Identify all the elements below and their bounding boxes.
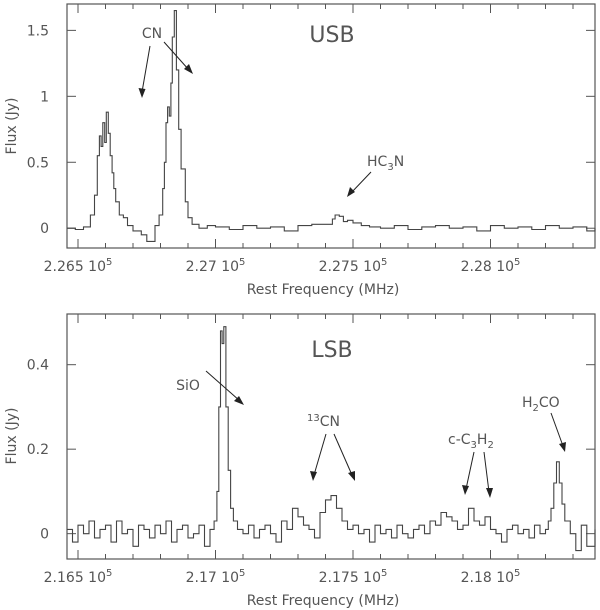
- usb-x-tick-label: 2.275 105: [319, 257, 388, 275]
- lsb-y-tick-label: 0.4: [27, 358, 49, 374]
- lsb-ticks: 2.165 105 2.17 105 2.175 105 2.18 105 0 0.2 0.…: [27, 314, 595, 586]
- annotation-13cn-arrow-left: [310, 433, 327, 481]
- lsb-y-axis-label: Flux (Jy): [4, 408, 20, 465]
- usb-ticks: 2.265 105 2.27 105 2.275 105 2.28 105 0 0.5 1 1…: [27, 4, 595, 275]
- usb-y-tick-label: 1.5: [27, 23, 49, 39]
- annotation-h2co-arrow: [550, 412, 566, 452]
- annotation-h2co: H2CO: [522, 395, 560, 414]
- annotation-hc3n: HC3N: [367, 154, 404, 173]
- usb-x-tick-label: 2.265 105: [44, 257, 113, 275]
- usb-x-tick-label: 2.28 105: [461, 257, 521, 275]
- usb-y-tick-label: 1: [40, 89, 49, 105]
- lsb-plot-frame: [66, 313, 596, 560]
- annotation-c-c3h2-arrow-left: [462, 451, 475, 495]
- lsb-x-axis-label: Rest Frequency (MHz): [247, 593, 400, 609]
- annotation-cn-arrow-right: [163, 41, 193, 74]
- usb-plot-frame: [66, 3, 596, 249]
- annotation-c-c3h2: c-C3H2: [448, 432, 494, 451]
- annotation-hc3n-arrow: [347, 171, 372, 197]
- lsb-x-tick-label: 2.18 105: [461, 568, 521, 586]
- annotation-sio-arrow: [205, 370, 244, 405]
- usb-y-tick-label: 0: [40, 221, 49, 237]
- annotation-c-c3h2-arrow-right: [483, 451, 493, 498]
- annotation-cn-arrow-left: [138, 45, 151, 98]
- annotation-sio: SiO: [176, 378, 200, 394]
- annotation-13cn: 13CN: [307, 413, 340, 430]
- annotation-cn: CN: [142, 26, 162, 42]
- usb-panel-label: USB: [309, 23, 354, 48]
- lsb-x-tick-label: 2.17 105: [186, 568, 246, 586]
- lsb-panel-label: LSB: [311, 338, 352, 363]
- usb-y-axis-label: Flux (Jy): [4, 98, 20, 155]
- lsb-panel: 2.165 105 2.17 105 2.175 105 2.18 105 0 0.2 0.…: [4, 313, 596, 609]
- lsb-x-tick-label: 2.175 105: [319, 568, 388, 586]
- usb-y-tick-label: 0.5: [27, 155, 49, 171]
- lsb-x-tick-label: 2.165 105: [44, 568, 113, 586]
- usb-panel: 2.265 105 2.27 105 2.275 105 2.28 105 0 0.5 1 1…: [4, 3, 596, 298]
- annotation-13cn-arrow-right: [333, 433, 355, 481]
- lsb-spectrum-line: [67, 326, 596, 552]
- usb-spectrum-line: [67, 10, 596, 242]
- usb-x-axis-label: Rest Frequency (MHz): [247, 282, 400, 298]
- lsb-y-tick-label: 0: [40, 527, 49, 543]
- usb-x-tick-label: 2.27 105: [186, 257, 246, 275]
- lsb-y-tick-label: 0.2: [27, 442, 49, 458]
